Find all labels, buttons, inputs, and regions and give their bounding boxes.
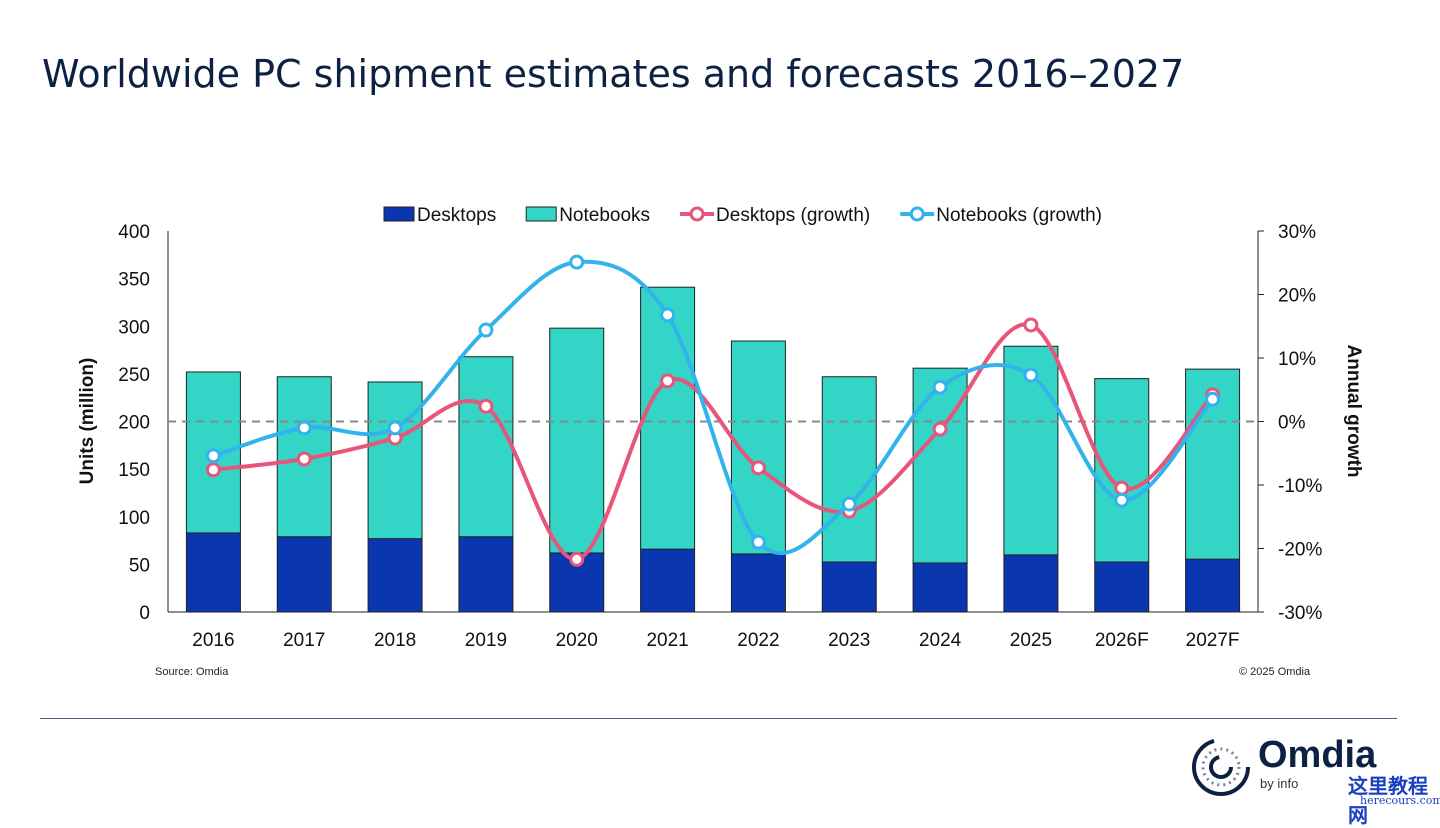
desktops-growth-point [932,421,948,437]
notebooks-growth-point [478,322,494,338]
bar-desktops [367,538,423,613]
legend-marker-desktops-growth [689,206,705,222]
desktops-growth-point [1114,480,1130,496]
chart: 0 50 100 150 200 250 300 350 400 -30% -20% -10% 0% 10… [77,205,1364,651]
bar-notebooks [640,286,696,550]
y-tick-label: 50 [129,555,150,576]
y2-axis-label: Annual growth [1343,345,1364,478]
y-tick-label: 150 [118,460,150,481]
bar-desktops [1094,561,1150,613]
x-tick-label: 2026F [1095,630,1149,651]
legend-swatch-desktops [383,206,415,222]
x-tick-label: 2017 [283,630,325,651]
notebooks-growth-point [1023,367,1039,383]
notebooks-growth-point [296,420,312,436]
x-tick-label: 2018 [374,630,416,651]
notebooks-growth-point [387,420,403,436]
copyright: © 2025 Omdia [1239,666,1311,678]
legend-label-desktops: Desktops [417,205,496,226]
x-tick-label: 2021 [646,630,688,651]
notebooks-growth-point [932,379,948,395]
legend-label-notebooks-growth: Notebooks (growth) [936,205,1102,226]
notebooks-growth-point [1114,492,1130,508]
bar-notebooks [367,381,423,540]
logo-text: Omdia [1258,734,1377,776]
x-tick-label: 2024 [919,630,962,651]
divider [40,718,1397,719]
bar-desktops [912,562,968,613]
notebooks-growth-point [569,254,585,270]
y2-tick-label: 20% [1278,286,1316,307]
legend-swatch-notebooks [525,206,557,222]
desktops-growth-point [478,398,494,414]
notebooks-growth-point [841,496,857,512]
desktops-growth-point [296,451,312,467]
legend-label-notebooks: Notebooks [559,205,650,226]
y-tick-label: 0 [139,603,150,624]
x-tick-label: 2023 [828,630,870,651]
notebooks-growth-point [660,307,676,323]
y-tick-label: 100 [118,508,150,529]
bar-notebooks [821,376,877,563]
bar-desktops [185,532,241,613]
y-tick-label: 350 [118,270,150,291]
source-note: Source: Omdia [155,666,229,678]
y2-tick-label: -10% [1278,476,1322,497]
omdia-logo: Omdia by info 这里教程网 herecours.com [1188,732,1440,827]
y-tick-label: 300 [118,317,150,338]
y-axis-label: Units (million) [77,358,98,485]
x-tick-label: 2016 [192,630,234,651]
y2-tick-label: 10% [1278,349,1316,370]
bar-desktops [458,536,514,613]
desktops-growth-point [660,373,676,389]
y-tick-label: 200 [118,413,150,434]
bar-desktops [1185,558,1241,613]
bar-desktops [730,553,786,613]
bar-notebooks [549,327,605,554]
bar-notebooks [912,367,968,564]
x-tick-label: 2027F [1186,630,1240,651]
chart-title: Worldwide PC shipment estimates and fore… [42,52,1185,96]
y2-tick-label: 30% [1278,222,1316,243]
desktops-growth-point [569,551,585,567]
bar-desktops [821,561,877,613]
y2-tick-label: -20% [1278,540,1322,561]
bar-desktops [640,548,696,613]
bar-desktops [1003,554,1059,613]
logo-rings-icon [1192,738,1250,796]
y2-tick-label: 0% [1278,413,1306,434]
bar-notebooks [1094,378,1150,563]
x-tick-label: 2025 [1010,630,1052,651]
desktops-growth-point [1023,317,1039,333]
desktops-growth-point [205,462,221,478]
desktops-growth-line [213,322,1215,562]
y2-tick-label: -30% [1278,603,1322,624]
legend-label-desktops-growth: Desktops (growth) [716,205,870,226]
x-tick-label: 2022 [737,630,779,651]
x-tick-label: 2019 [465,630,507,651]
notebooks-growth-point [205,448,221,464]
logo-sub: by info [1260,776,1299,791]
y-tick-label: 400 [118,222,150,243]
legend-marker-notebooks-growth [909,206,925,222]
x-tick-label: 2020 [556,630,598,651]
y-tick-label: 250 [118,365,150,386]
bar-desktops [276,536,332,613]
notebooks-growth-point [1205,391,1221,407]
bar-notebooks [458,356,514,538]
notebooks-growth-point [750,534,766,550]
desktops-growth-point [750,460,766,476]
watermark-url: herecours.com [1360,794,1440,807]
